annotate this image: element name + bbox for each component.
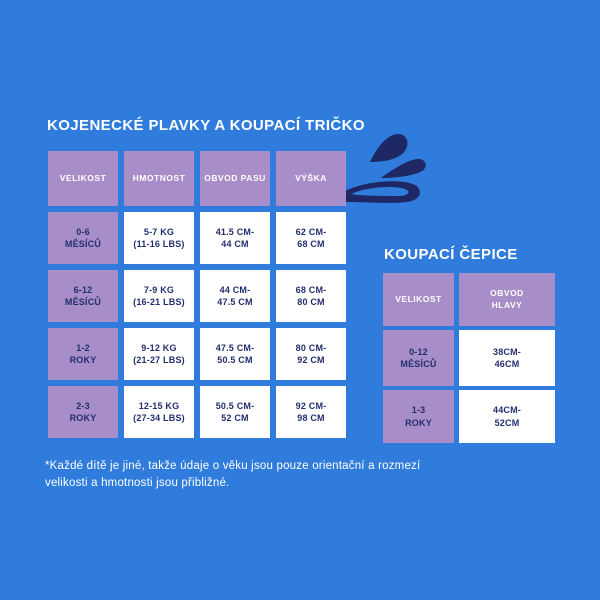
- size-cell: 6-12 MĚSÍCŮ: [48, 270, 118, 322]
- disclaimer-footnote: *Každé dítě je jiné, takže údaje o věku …: [45, 460, 421, 489]
- weight-cell: 7-9 KG (16-21 LBS): [124, 270, 194, 322]
- waist-cell: 41.5 CM- 44 CM: [200, 212, 270, 264]
- height-cell: 92 CM- 98 CM: [276, 386, 346, 438]
- height-cell: 68 CM- 80 CM: [276, 270, 346, 322]
- column-header-height: VÝŠKA: [276, 151, 346, 206]
- water-splash-icon: [336, 133, 426, 203]
- column-header-size: VELIKOST: [383, 273, 454, 326]
- size-cell: 0-12 MĚSÍCŮ: [383, 330, 454, 386]
- column-header-weight: HMOTNOST: [124, 151, 194, 206]
- height-cell: 80 CM- 92 CM: [276, 328, 346, 380]
- size-cell: 0-6 MĚSÍCŮ: [48, 212, 118, 264]
- swimwear-size-table: VELIKOST HMOTNOST OBVOD PASU VÝŠKA 0-6 M…: [48, 151, 346, 438]
- column-header-head-circumference: OBVOD HLAVY: [459, 273, 555, 326]
- column-header-waist: OBVOD PASU: [200, 151, 270, 206]
- column-header-size: VELIKOST: [48, 151, 118, 206]
- head-circumference-cell: 44CM- 52CM: [459, 390, 555, 443]
- head-circumference-cell: 38CM- 46CM: [459, 330, 555, 386]
- size-cell: 2-3 ROKY: [48, 386, 118, 438]
- swim-cap-table-title: KOUPACÍ ČEPICE: [384, 246, 518, 263]
- waist-cell: 47.5 CM- 50.5 CM: [200, 328, 270, 380]
- swimwear-table-title: KOJENECKÉ PLAVKY A KOUPACÍ TRIČKO: [47, 117, 365, 134]
- size-cell: 1-2 ROKY: [48, 328, 118, 380]
- swim-cap-size-table: VELIKOST OBVOD HLAVY 0-12 MĚSÍCŮ 38CM- 4…: [383, 273, 555, 443]
- size-cell: 1-3 ROKY: [383, 390, 454, 443]
- waist-cell: 44 CM- 47.5 CM: [200, 270, 270, 322]
- weight-cell: 5-7 KG (11-16 LBS): [124, 212, 194, 264]
- height-cell: 62 CM- 68 CM: [276, 212, 346, 264]
- weight-cell: 12-15 KG (27-34 LBS): [124, 386, 194, 438]
- waist-cell: 50.5 CM- 52 CM: [200, 386, 270, 438]
- weight-cell: 9-12 KG (21-27 LBS): [124, 328, 194, 380]
